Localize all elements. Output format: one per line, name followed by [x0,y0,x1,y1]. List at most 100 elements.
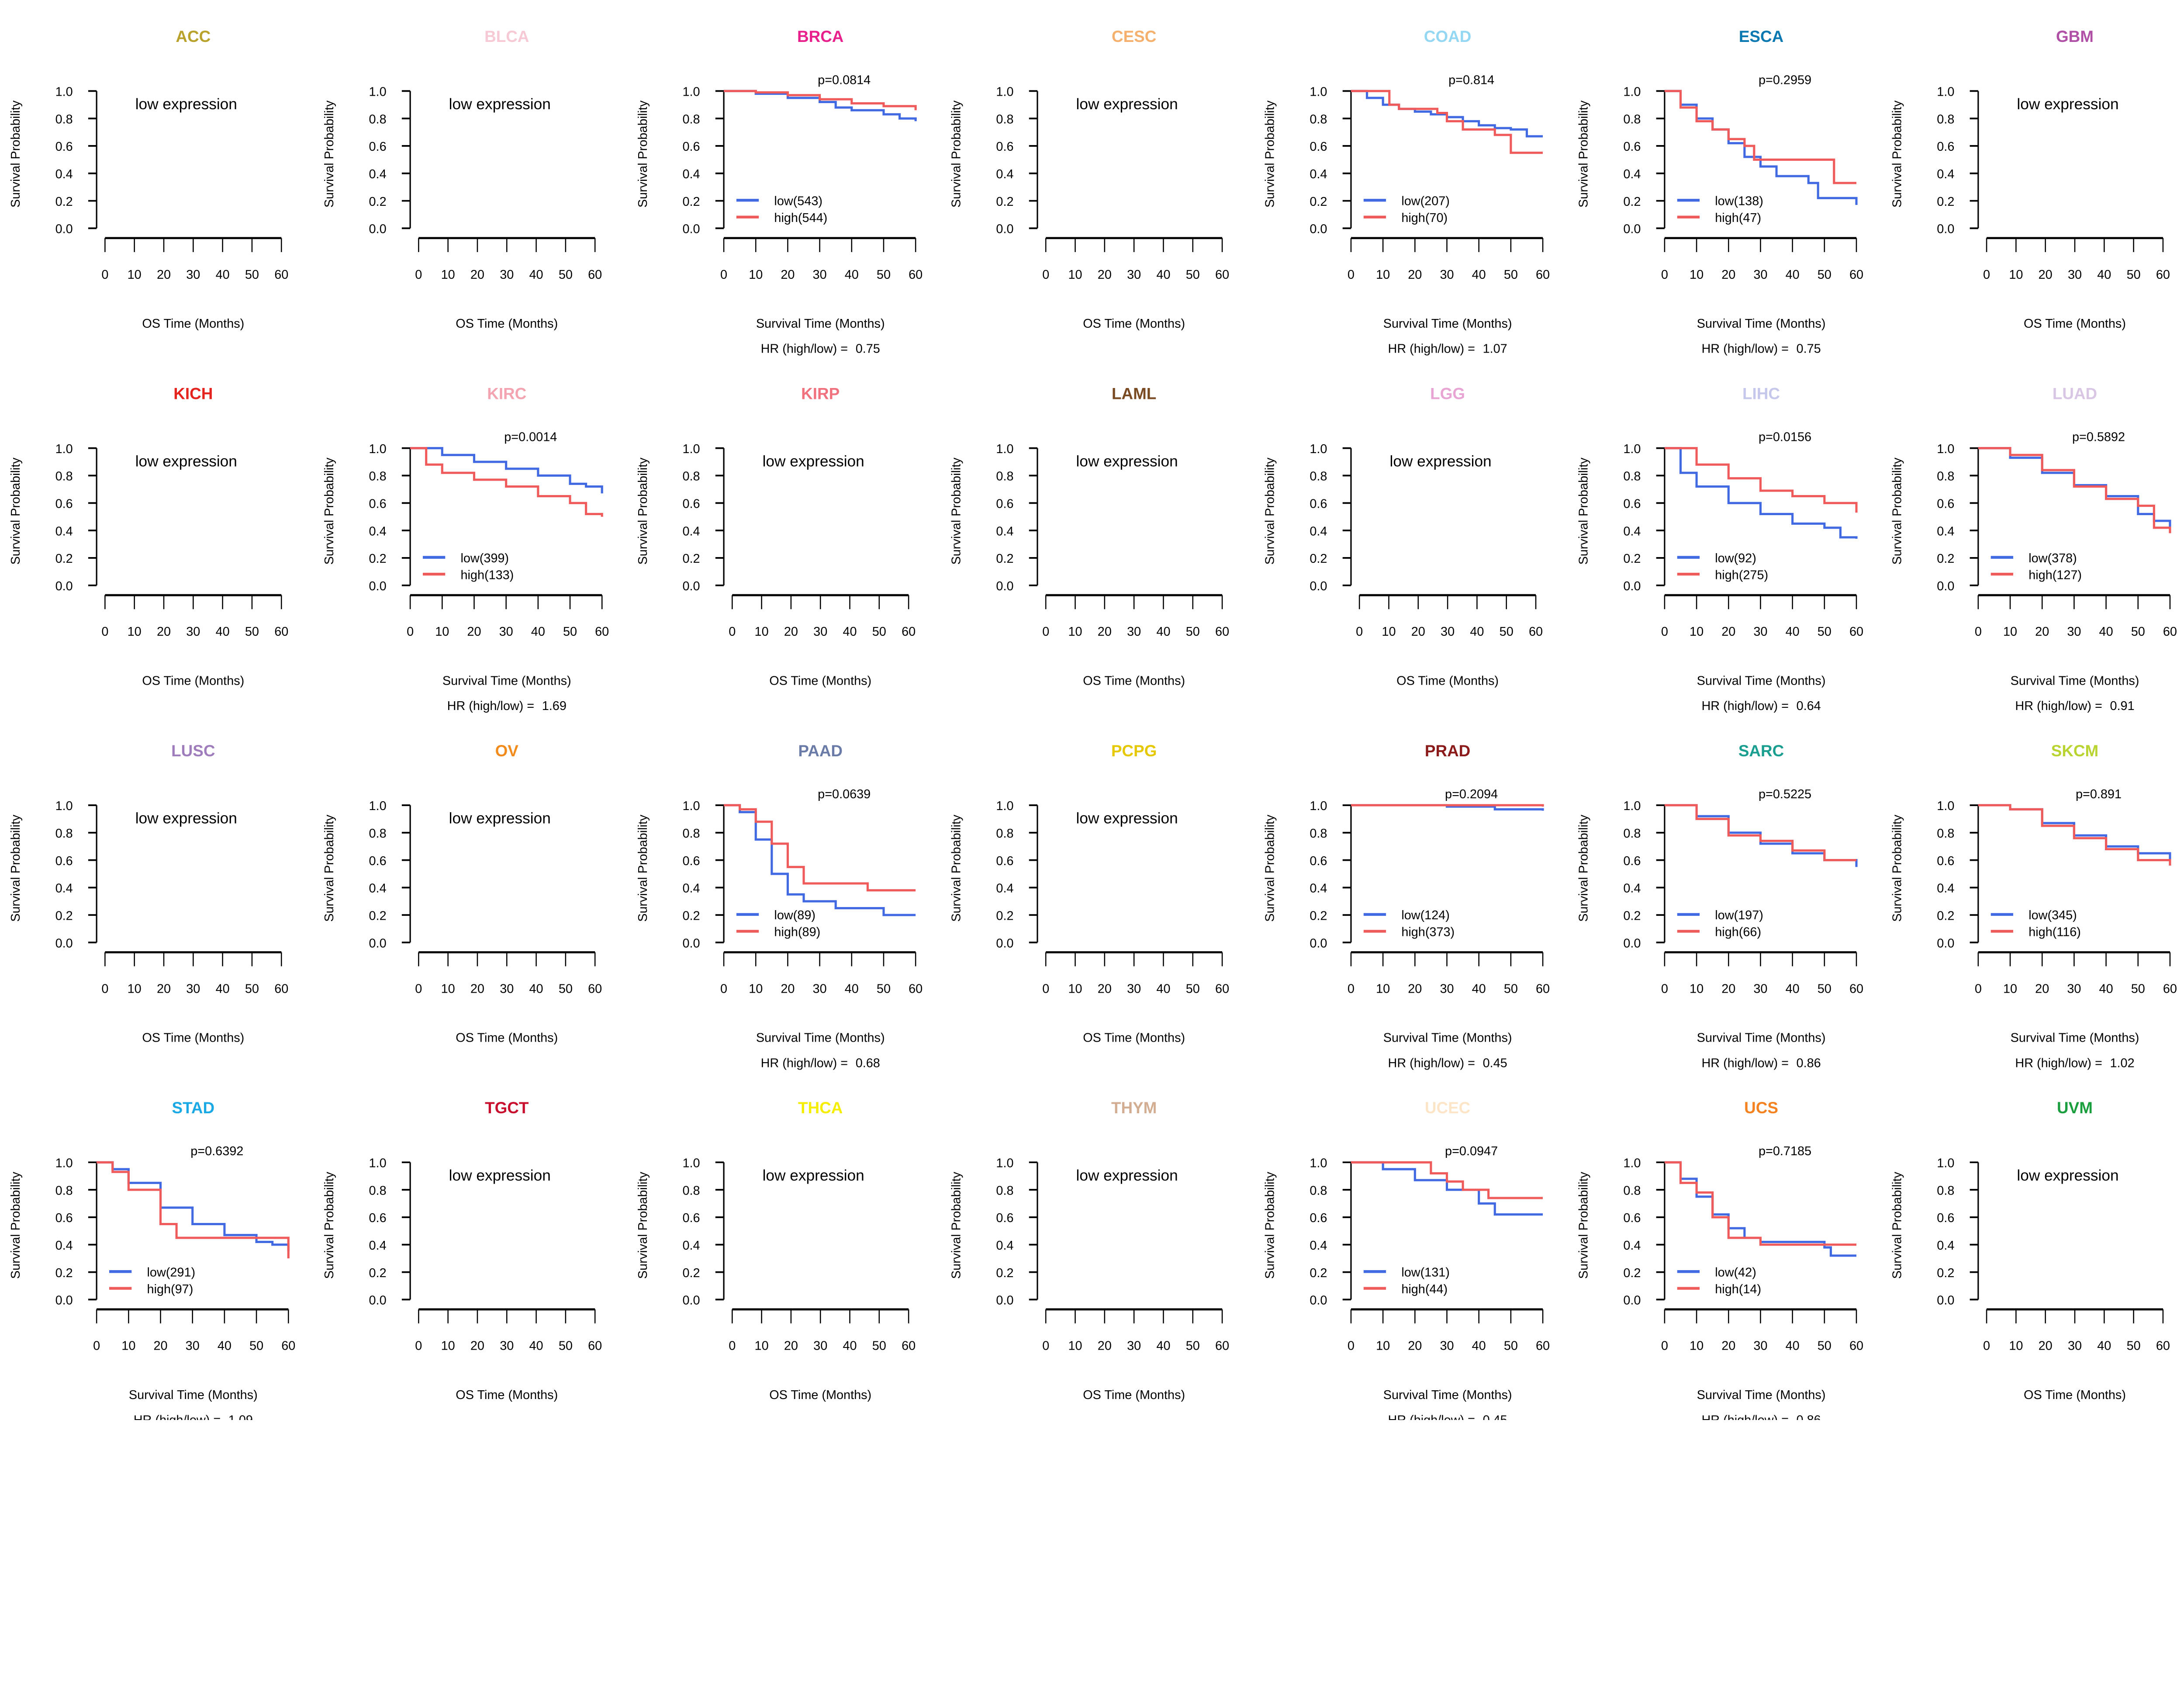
x-tick-label: 50 [249,1339,263,1353]
panel-title: UCEC [1425,1099,1470,1117]
x-tick-label: 40 [216,625,230,639]
x-tick-label: 60 [588,1339,602,1353]
panel-skcm: SKCM 0.0 0.2 0.4 0.6 0.8 1.0 Survival Probabili… [1890,742,2177,1070]
panel-title: LAML [1112,384,1156,402]
hr-prefix: HR (high/low) = [447,699,538,713]
y-tick-label: 0.2 [682,1266,700,1280]
x-tick-label: 30 [1441,625,1455,639]
hr-value: 0.75 [856,342,880,356]
high-expression-curve [1978,804,2171,866]
hr-prefix: HR (high/low) = [1701,699,1792,713]
x-axis-label: Survival Time (Months) [756,317,885,331]
x-tick-label: 30 [1753,625,1767,639]
y-tick-label: 0.0 [55,579,73,593]
hr-value: 1.02 [2110,1056,2134,1070]
p-value: p=0.0014 [504,430,557,444]
x-tick-label: 40 [2099,982,2113,996]
y-tick-label: 0.8 [682,470,700,484]
panel-blca: BLCA 0.0 0.2 0.4 0.6 0.8 1.0 Survival Probabili… [322,28,602,331]
x-tick-label: 20 [1408,268,1422,282]
x-axis-label: OS Time (Months) [142,1031,244,1045]
y-axis-label: Survival Probability [950,457,964,565]
y-tick-label: 1.0 [1310,442,1327,456]
y-tick-label: 0.6 [682,854,700,868]
hr-value: 1.07 [1483,342,1507,356]
x-tick-label: 60 [902,1339,916,1353]
x-tick-label: 10 [1382,625,1396,639]
y-tick-label: 0.6 [55,497,73,511]
panel-thym: THYM 0.0 0.2 0.4 0.6 0.8 1.0 Survival Probabili… [950,1099,1229,1402]
p-value: p=0.7185 [1759,1144,1811,1158]
x-tick-label: 50 [872,625,886,639]
x-tick-label: 20 [2035,982,2049,996]
y-tick-label: 0.4 [682,524,700,538]
x-axis-label: OS Time (Months) [769,674,871,688]
p-value: p=0.891 [2076,787,2122,801]
x-tick-label: 30 [1753,982,1767,996]
x-tick-label: 0 [93,1339,100,1353]
p-value: p=0.0639 [818,787,871,801]
x-tick-label: 50 [245,268,259,282]
x-tick-label: 10 [1068,982,1082,996]
p-value: p=0.6392 [190,1144,243,1158]
x-tick-label: 50 [872,1339,886,1353]
low-expression-curve [724,804,916,916]
x-axis-label: Survival Time (Months) [1697,1031,1826,1045]
x-tick-label: 30 [813,625,827,639]
y-tick-label: 0.4 [682,1239,700,1253]
y-tick-label: 0.6 [1310,497,1327,511]
x-tick-label: 0 [1042,268,1049,282]
low-expression-note: low expression [135,96,237,113]
legend-label-low: low(543) [774,194,822,208]
y-tick-label: 0.6 [996,140,1013,154]
high-expression-curve [1664,447,1858,513]
x-tick-label: 50 [1818,1339,1832,1353]
x-axis-label: OS Time (Months) [1083,317,1185,331]
y-tick-label: 0.6 [1310,140,1327,154]
x-tick-label: 20 [157,268,171,282]
x-tick-label: 0 [1042,982,1049,996]
p-value: p=0.0814 [818,73,871,87]
panel-title: COAD [1424,28,1471,45]
y-tick-label: 0.0 [682,1294,700,1308]
x-tick-label: 40 [1470,625,1484,639]
y-tick-label: 1.0 [1310,799,1327,813]
x-tick-label: 60 [1215,1339,1229,1353]
hr-value: 0.75 [1797,342,1821,356]
hazard-ratio: HR (high/low) = 0.75 [1701,342,1821,356]
x-tick-label: 30 [2067,625,2081,639]
high-expression-curve [1664,90,1856,184]
x-tick-label: 30 [813,982,827,996]
x-tick-label: 60 [1849,625,1863,639]
legend-label-low: low(399) [460,551,509,565]
y-tick-label: 0.0 [996,936,1013,950]
hazard-ratio: HR (high/low) = 0.68 [761,1056,880,1070]
x-axis-label: Survival Time (Months) [2011,674,2139,688]
panel-ucs: UCS 0.0 0.2 0.4 0.6 0.8 1.0 Survival Probabilit… [1577,1099,1863,1420]
y-tick-label: 0.8 [1937,1184,1954,1198]
y-axis-label: Survival Probability [1263,457,1277,565]
legend-label-low: low(197) [1715,908,1763,922]
panel-title: BRCA [797,28,843,45]
y-tick-label: 0.6 [369,1211,387,1225]
low-expression-note: low expression [449,810,551,827]
x-tick-label: 20 [781,268,795,282]
x-tick-label: 0 [1348,268,1355,282]
hazard-ratio: HR (high/low) = 0.86 [1701,1413,1821,1420]
y-tick-label: 0.6 [55,140,73,154]
panel-title: TGCT [485,1099,529,1117]
x-tick-label: 0 [1975,625,1982,639]
y-tick-label: 0.2 [1937,552,1954,566]
x-tick-label: 0 [729,625,736,639]
y-tick-label: 0.0 [1623,936,1641,950]
panel-acc: ACC 0.0 0.2 0.4 0.6 0.8 1.0 Survival Probabilit… [9,28,288,331]
x-tick-label: 10 [1690,1339,1704,1353]
low-expression-note: low expression [2017,1167,2118,1184]
x-tick-label: 30 [2068,268,2082,282]
y-tick-label: 0.8 [996,827,1013,841]
x-tick-label: 50 [1818,982,1832,996]
y-tick-label: 0.6 [1937,854,1954,868]
y-tick-label: 0.6 [1623,1211,1641,1225]
legend-label-high: high(127) [2028,568,2082,582]
y-axis-label: Survival Probability [9,1171,23,1279]
